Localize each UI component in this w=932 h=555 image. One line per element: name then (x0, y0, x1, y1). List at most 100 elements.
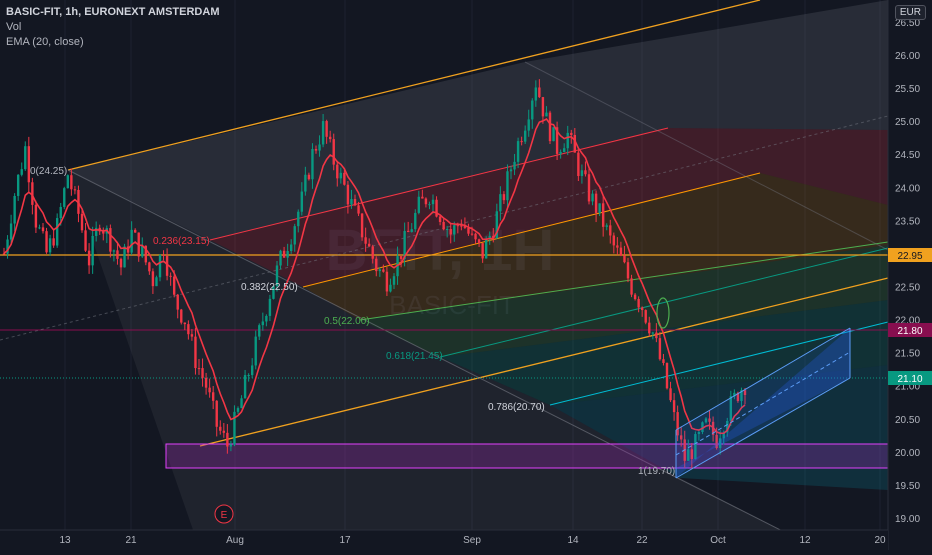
candle-body (435, 199, 438, 217)
price-tick: 19.50 (895, 481, 920, 492)
fib-line-236 (209, 127, 669, 241)
price-label-21-80: 21.80 (897, 326, 922, 337)
candle-body (27, 146, 31, 183)
candle-body (449, 228, 452, 235)
indicator-ema[interactable]: EMA (20, close) (6, 36, 84, 48)
price-label-22-95: 22.95 (897, 251, 922, 262)
price-tick: 21.00 (895, 382, 920, 393)
currency-button[interactable]: EUR (894, 5, 926, 20)
candle-body (328, 136, 332, 140)
ellipse-marker[interactable] (656, 297, 670, 329)
candle-body (48, 238, 52, 253)
fib-label-1: 1(19.70) (638, 466, 675, 477)
candle-body (392, 276, 396, 285)
candle-body (633, 294, 637, 300)
candle-body (669, 388, 672, 401)
candle-body (236, 408, 240, 412)
candle-body (474, 233, 477, 240)
candle-body (389, 284, 392, 292)
price-tick: 20.00 (895, 448, 920, 459)
candle-body (84, 230, 87, 251)
time-tick: 12 (799, 535, 811, 546)
candle-body (410, 229, 413, 232)
candle-body (736, 392, 740, 402)
price-tick: 24.50 (895, 150, 920, 161)
time-axis[interactable]: 13 21 Aug 17 Sep 14 22 Oct 12 20 (59, 535, 886, 546)
candle-body (371, 246, 374, 259)
fib-label-786: 0.786(20.70) (488, 402, 545, 413)
candle-body (648, 322, 651, 334)
candle-body (438, 216, 442, 222)
candle-body (45, 231, 48, 253)
candle-body (584, 170, 587, 175)
candle-body (190, 334, 194, 337)
grid (64, 0, 881, 530)
fib-labels: 0(24.25) 0.236(23.15) 0.382(22.50) 0.5(2… (30, 166, 675, 477)
time-tick: 20 (874, 535, 886, 546)
candle-body (580, 170, 584, 177)
fib-zone-236 (210, 128, 888, 287)
candle-body (70, 175, 73, 190)
candle-body (534, 87, 538, 101)
candle-body (222, 430, 226, 433)
fib-line-382 (302, 172, 761, 288)
candle-body (318, 144, 321, 151)
time-tick: 17 (339, 535, 351, 546)
fib-line-right (524, 61, 889, 251)
candle-body (265, 315, 268, 322)
fib-line-786 (549, 321, 889, 406)
candle-body (314, 149, 318, 151)
candle-body (357, 205, 360, 214)
ema-line (3, 117, 746, 435)
candle-body (424, 198, 428, 205)
price-label-21-10: 21.10 (897, 374, 922, 385)
fib-zone-0 (68, 0, 888, 240)
price-label-21-10-bg (888, 371, 932, 385)
candle-body (385, 271, 389, 292)
candle-body (453, 225, 456, 235)
candle-body (279, 250, 282, 266)
candle-body (513, 161, 516, 170)
candle-body (321, 121, 325, 145)
rising-channel[interactable] (675, 327, 851, 479)
earnings-marker[interactable]: E (214, 504, 234, 524)
candle-body (162, 254, 165, 256)
candle-body (158, 254, 162, 278)
candle-body (180, 309, 183, 323)
time-tick: 21 (125, 535, 137, 546)
candle-body (286, 251, 289, 258)
candle-body (733, 392, 736, 397)
indicator-vol[interactable]: Vol (6, 21, 22, 33)
candle-body (729, 396, 733, 421)
candle-body (442, 221, 445, 230)
price-tick: 21.50 (895, 349, 920, 360)
symbol-title[interactable]: BASIC-FIT, 1h, EURONEXT AMSTERDAM (6, 6, 220, 18)
candle-body (570, 132, 573, 135)
candle-body (516, 141, 520, 162)
candle-body (640, 307, 644, 311)
time-axis-bg (0, 530, 888, 550)
candle-body (282, 250, 286, 258)
fib-channel[interactable] (67, 0, 889, 551)
candle-body (740, 390, 743, 402)
candle-body (360, 213, 364, 238)
candle-body (2, 253, 6, 255)
candle-body (722, 432, 725, 439)
rising-channel-top (675, 327, 851, 431)
time-tick: 13 (59, 535, 71, 546)
candle-body (679, 435, 683, 440)
candle-body (626, 262, 630, 279)
candle-body (531, 100, 534, 120)
candle-body (102, 231, 105, 234)
candle-body (573, 134, 577, 153)
candle-body (219, 426, 222, 431)
candle-body (403, 230, 406, 259)
candle-body (527, 119, 530, 131)
support-zone-rect[interactable] (165, 443, 889, 469)
time-tick: 14 (567, 535, 579, 546)
candle-body (743, 390, 747, 396)
candle-body (630, 278, 633, 295)
candle-body (16, 174, 20, 196)
